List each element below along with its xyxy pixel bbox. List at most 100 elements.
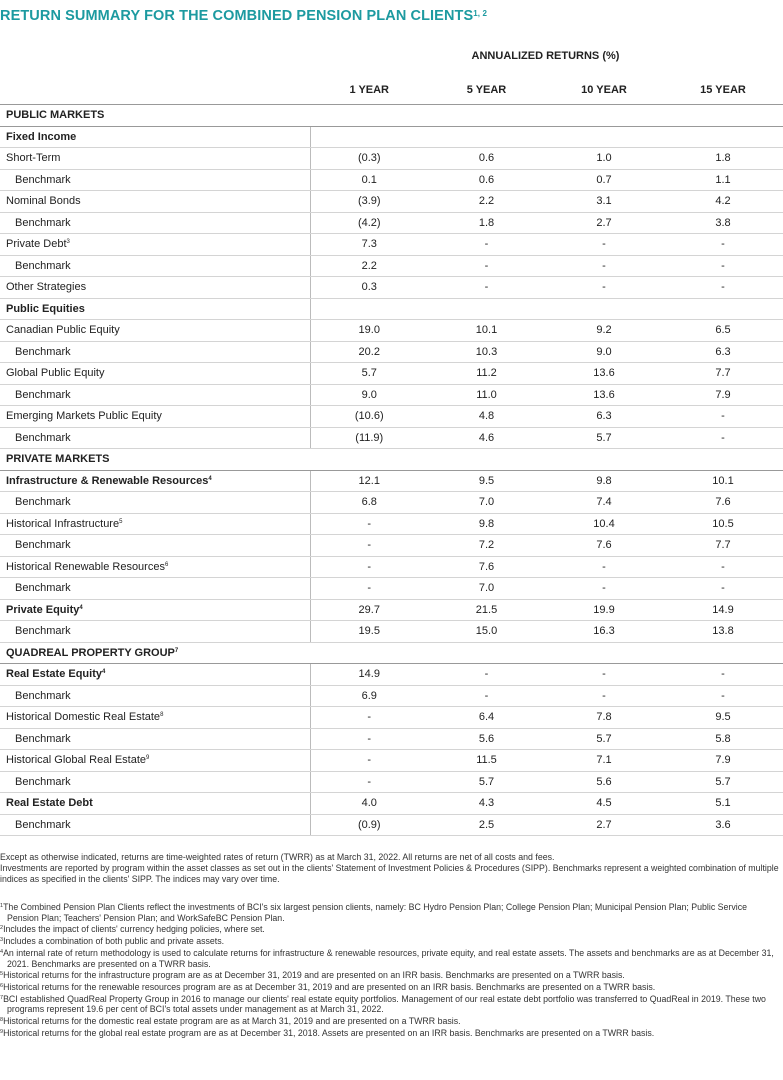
value-cell: 5.8: [663, 728, 783, 750]
empty-cell: [428, 126, 545, 148]
row-label: Real Estate Equity4: [0, 663, 311, 686]
row-label-text: PUBLIC MARKETS: [6, 109, 105, 122]
value-cell: -: [545, 663, 663, 686]
value-cell: 4.5: [545, 792, 663, 815]
value-cell: 10.1: [663, 470, 783, 492]
row-label-text: Historical Renewable Resources: [6, 560, 165, 573]
row-label: Historical Infrastructure5: [0, 513, 311, 535]
value-cell: 5.6: [428, 728, 545, 750]
value-cell: -: [310, 728, 428, 750]
row-label: Short-Term: [0, 147, 311, 170]
value-cell: 7.8: [545, 706, 663, 729]
value-cell: 9.0: [310, 384, 428, 406]
footnote-text: Includes a combination of both public an…: [3, 936, 225, 947]
footnote-number: 2: [0, 925, 4, 932]
footnote-text: Historical returns for the domestic real…: [3, 1016, 461, 1027]
row-label: Historical Domestic Real Estate8: [0, 706, 311, 729]
value-cell: 6.3: [663, 341, 783, 363]
row-label-text: Historical Global Real Estate: [6, 754, 147, 767]
value-cell: 2.2: [428, 190, 545, 213]
footnote-text: Includes the impact of clients' currency…: [3, 924, 265, 935]
header-row: 1 YEAR 5 YEAR 10 YEAR 15 YEAR: [0, 76, 783, 105]
benchmark-row: Benchmark -5.7 5.6 5.7: [0, 771, 783, 793]
footnote-mark: 3: [66, 239, 70, 246]
section-row: QUADREAL PROPERTY GROUP7: [0, 642, 783, 664]
item-row: Emerging Markets Public Equity (10.6) 4.8 6…: [0, 405, 783, 428]
footnote: 4An internal rate of return methodology …: [0, 948, 780, 969]
value-cell: 7.9: [663, 749, 783, 772]
footnote-text: Historical returns for the infrastructur…: [3, 970, 625, 981]
value-cell: 11.2: [428, 362, 545, 385]
row-label: Benchmark: [0, 577, 311, 600]
value-cell: 7.1: [545, 749, 663, 772]
row-label-text: Historical Domestic Real Estate: [6, 711, 161, 724]
value-cell: -: [310, 513, 428, 535]
benchmark-row: Benchmark -7.2 7.6 7.7: [0, 534, 783, 557]
footnote-mark: 8: [160, 712, 164, 719]
value-cell: -: [310, 556, 428, 578]
footnote: 3Includes a combination of both public a…: [0, 936, 780, 947]
row-label: Benchmark: [0, 255, 311, 277]
value-cell: -: [310, 706, 428, 729]
footnote-number: 1: [0, 903, 4, 909]
value-cell: 6.8: [310, 491, 428, 514]
row-label-text: PRIVATE MARKETS: [6, 453, 110, 466]
footnote-text: Historical returns for the renewable res…: [3, 981, 656, 992]
value-cell: 9.5: [663, 706, 783, 729]
row-label-text: Global Public Equity: [6, 367, 105, 380]
value-cell: -: [545, 556, 663, 578]
value-cell: -: [663, 233, 783, 256]
value-cell: 15.0: [428, 620, 545, 643]
row-label: Global Public Equity: [0, 362, 311, 385]
item-row: Canadian Public Equity 19.0 10.1 9.2 6.5: [0, 319, 783, 342]
row-label-text: Real Estate Debt: [6, 797, 93, 810]
value-cell: 7.7: [663, 362, 783, 385]
item-row: Historical Domestic Real Estate8-6.4 7.8 9…: [0, 706, 783, 729]
notes: Except as otherwise indicated, returns a…: [0, 852, 780, 886]
value-cell: 0.1: [310, 169, 428, 191]
value-cell: -: [663, 405, 783, 428]
column-header: 10 YEAR: [545, 76, 663, 105]
row-label: Benchmark: [0, 534, 311, 557]
value-cell: 4.6: [428, 427, 545, 449]
value-cell: -: [310, 749, 428, 772]
value-cell: -: [428, 685, 545, 707]
value-cell: 7.4: [545, 491, 663, 514]
table-head: 1 YEAR 5 YEAR 10 YEAR 15 YEAR: [0, 76, 783, 105]
row-label: Benchmark: [0, 212, 311, 234]
value-cell: -: [663, 663, 783, 686]
value-cell: 5.7: [663, 771, 783, 793]
value-cell: -: [545, 577, 663, 600]
benchmark-row: Benchmark 6.8 7.0 7.4 7.6: [0, 491, 783, 514]
row-label: Benchmark: [0, 814, 311, 836]
value-cell: 2.7: [545, 212, 663, 234]
header-cell: [0, 76, 311, 105]
value-cell: 3.8: [663, 212, 783, 234]
footnote-number: 3: [0, 937, 4, 944]
value-cell: 0.6: [428, 147, 545, 170]
benchmark-row: Benchmark 0.1 0.6 0.7 1.1: [0, 169, 783, 191]
value-cell: 5.6: [545, 771, 663, 793]
value-cell: 0.6: [428, 169, 545, 191]
value-cell: 1.8: [428, 212, 545, 234]
value-cell: -: [545, 685, 663, 707]
value-cell: -: [428, 276, 545, 299]
value-cell: -: [428, 255, 545, 277]
row-label: Public Equities: [0, 298, 311, 320]
value-cell: 6.9: [310, 685, 428, 707]
value-cell: 6.5: [663, 319, 783, 342]
benchmark-row: Benchmark (11.9) 4.6 5.7-: [0, 427, 783, 449]
row-label: Canadian Public Equity: [0, 319, 311, 342]
value-cell: -: [310, 577, 428, 600]
bold-row: Real Estate Equity4 14.9- - -: [0, 663, 783, 686]
value-cell: 19.0: [310, 319, 428, 342]
item-row: Private Debt3 7.3- - -: [0, 233, 783, 256]
footnote-mark: 9: [146, 755, 150, 762]
table-body: PUBLIC MARKETS Fixed Income Short-Term (0.3…: [0, 104, 783, 836]
value-cell: 6.4: [428, 706, 545, 729]
row-label: Historical Renewable Resources6: [0, 556, 311, 578]
benchmark-row: Benchmark (0.9) 2.5 2.7 3.6: [0, 814, 783, 836]
empty-cell: [545, 126, 663, 148]
value-cell: (3.9): [310, 190, 428, 213]
